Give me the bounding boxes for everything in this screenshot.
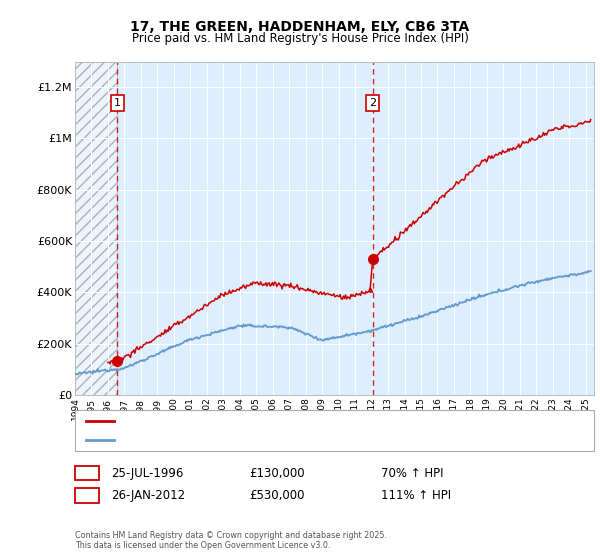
Text: 25-JUL-1996: 25-JUL-1996: [111, 466, 184, 480]
Text: 17, THE GREEN, HADDENHAM, ELY, CB6 3TA: 17, THE GREEN, HADDENHAM, ELY, CB6 3TA: [130, 20, 470, 34]
Text: £530,000: £530,000: [249, 489, 305, 502]
Text: 70% ↑ HPI: 70% ↑ HPI: [381, 466, 443, 480]
Text: Contains HM Land Registry data © Crown copyright and database right 2025.
This d: Contains HM Land Registry data © Crown c…: [75, 530, 387, 550]
Text: Price paid vs. HM Land Registry's House Price Index (HPI): Price paid vs. HM Land Registry's House …: [131, 32, 469, 45]
Text: £130,000: £130,000: [249, 466, 305, 480]
Text: 26-JAN-2012: 26-JAN-2012: [111, 489, 185, 502]
Text: 2: 2: [369, 98, 376, 108]
Text: 1: 1: [83, 466, 91, 480]
Text: 2: 2: [83, 489, 91, 502]
Text: 111% ↑ HPI: 111% ↑ HPI: [381, 489, 451, 502]
Text: 1: 1: [114, 98, 121, 108]
Text: HPI: Average price, detached house, East Cambridgeshire: HPI: Average price, detached house, East…: [120, 435, 422, 445]
Bar: [75, 62, 118, 395]
Text: 17, THE GREEN, HADDENHAM, ELY, CB6 3TA (detached house): 17, THE GREEN, HADDENHAM, ELY, CB6 3TA (…: [120, 417, 444, 426]
Bar: [75, 62, 118, 395]
